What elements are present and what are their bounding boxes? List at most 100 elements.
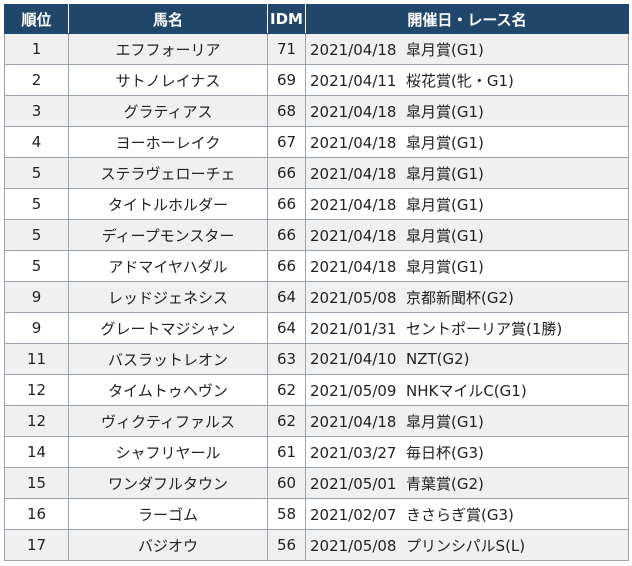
idm-cell: 62	[267, 405, 306, 437]
horse-name-cell: ディープモンスター	[68, 219, 268, 251]
rank-cell: 5	[4, 250, 69, 282]
race-date: 2021/05/01	[310, 474, 397, 493]
rank-cell: 14	[4, 436, 69, 468]
idm-cell: 61	[267, 436, 306, 468]
horse-name-cell: シャフリヤール	[68, 436, 268, 468]
horse-name-cell: グラティアス	[68, 95, 268, 127]
idm-cell: 68	[267, 95, 306, 127]
table-row: 3 グラティアス 68 2021/04/18 皐月賞(G1)	[4, 95, 629, 127]
horse-name-cell: タイムトゥヘヴン	[68, 374, 268, 406]
race-date: 2021/04/18	[310, 195, 397, 214]
race-date: 2021/03/27	[310, 443, 397, 462]
rank-cell: 12	[4, 374, 69, 406]
horse-name-cell: ラーゴム	[68, 498, 268, 530]
race-cell: 2021/02/07 きさらぎ賞(G3)	[305, 498, 629, 530]
rank-cell: 4	[4, 126, 69, 158]
race-name: セントポーリア賞(1勝)	[406, 319, 563, 338]
rank-cell: 15	[4, 467, 69, 499]
race-name: 皐月賞(G1)	[406, 102, 484, 121]
idm-cell: 71	[267, 33, 306, 65]
horse-name-cell: ステラヴェローチェ	[68, 157, 268, 189]
race-date: 2021/01/31	[310, 319, 397, 338]
race-name: 皐月賞(G1)	[406, 164, 484, 183]
table-row: 11 バスラットレオン 63 2021/04/10 NZT(G2)	[4, 343, 629, 375]
idm-cell: 62	[267, 374, 306, 406]
table-row: 16 ラーゴム 58 2021/02/07 きさらぎ賞(G3)	[4, 498, 629, 530]
horse-name-cell: アドマイヤハダル	[68, 250, 268, 282]
rank-cell: 5	[4, 219, 69, 251]
race-cell: 2021/04/18 皐月賞(G1)	[305, 219, 629, 251]
race-name: NZT(G2)	[406, 350, 470, 368]
horse-name-cell: グレートマジシャン	[68, 312, 268, 344]
table-row: 14 シャフリヤール 61 2021/03/27 毎日杯(G3)	[4, 436, 629, 468]
rank-cell: 9	[4, 312, 69, 344]
race-date: 2021/04/18	[310, 226, 397, 245]
horse-name-cell: バジオウ	[68, 529, 268, 561]
race-cell: 2021/04/18 皐月賞(G1)	[305, 126, 629, 158]
horse-name-cell: レッドジェネシス	[68, 281, 268, 313]
race-cell: 2021/05/01 青葉賞(G2)	[305, 467, 629, 499]
race-name: 皐月賞(G1)	[406, 133, 484, 152]
race-cell: 2021/03/27 毎日杯(G3)	[305, 436, 629, 468]
rank-cell: 11	[4, 343, 69, 375]
rank-cell: 16	[4, 498, 69, 530]
race-date: 2021/05/08	[310, 536, 397, 555]
horse-name-cell: ヴィクティファルス	[68, 405, 268, 437]
race-name: 皐月賞(G1)	[406, 257, 484, 276]
race-name: 毎日杯(G3)	[406, 443, 484, 462]
race-cell: 2021/04/18 皐月賞(G1)	[305, 157, 629, 189]
table-body: 1 エフフォーリア 71 2021/04/18 皐月賞(G1) 2 サトノレイナス 69 202…	[4, 33, 629, 561]
race-date: 2021/04/18	[310, 133, 397, 152]
idm-ranking-table: 順位 馬名 IDM 開催日・レース名 1 エフフォーリア 71 2021/04/18 皐…	[4, 4, 629, 561]
horse-name-cell: タイトルホルダー	[68, 188, 268, 220]
race-cell: 2021/04/18 皐月賞(G1)	[305, 95, 629, 127]
race-name: 京都新聞杯(G2)	[406, 288, 514, 307]
rank-cell: 12	[4, 405, 69, 437]
race-cell: 2021/05/08 プリンシパルS(L)	[305, 529, 629, 561]
race-name: きさらぎ賞(G3)	[406, 505, 514, 524]
header-race: 開催日・レース名	[305, 4, 629, 34]
race-cell: 2021/04/11 桜花賞(牝・G1)	[305, 64, 629, 96]
race-name: NHKマイルC(G1)	[406, 381, 527, 400]
rank-cell: 17	[4, 529, 69, 561]
table-row: 5 アドマイヤハダル 66 2021/04/18 皐月賞(G1)	[4, 250, 629, 282]
race-cell: 2021/04/18 皐月賞(G1)	[305, 405, 629, 437]
rank-cell: 1	[4, 33, 69, 65]
idm-cell: 64	[267, 281, 306, 313]
header-idm: IDM	[267, 4, 306, 34]
race-date: 2021/04/18	[310, 102, 397, 121]
table-row: 15 ワンダフルタウン 60 2021/05/01 青葉賞(G2)	[4, 467, 629, 499]
race-name: 皐月賞(G1)	[406, 195, 484, 214]
horse-name-cell: ヨーホーレイク	[68, 126, 268, 158]
race-date: 2021/04/11	[310, 71, 397, 90]
race-date: 2021/02/07	[310, 505, 397, 524]
idm-cell: 64	[267, 312, 306, 344]
race-cell: 2021/05/09 NHKマイルC(G1)	[305, 374, 629, 406]
table-row: 9 グレートマジシャン 64 2021/01/31 セントポーリア賞(1勝)	[4, 312, 629, 344]
race-date: 2021/04/18	[310, 412, 397, 431]
race-name: 桜花賞(牝・G1)	[406, 71, 514, 90]
horse-name-cell: エフフォーリア	[68, 33, 268, 65]
table-row: 5 ステラヴェローチェ 66 2021/04/18 皐月賞(G1)	[4, 157, 629, 189]
race-cell: 2021/01/31 セントポーリア賞(1勝)	[305, 312, 629, 344]
race-cell: 2021/04/18 皐月賞(G1)	[305, 250, 629, 282]
race-cell: 2021/04/18 皐月賞(G1)	[305, 33, 629, 65]
race-date: 2021/04/10	[310, 350, 397, 368]
horse-name-cell: バスラットレオン	[68, 343, 268, 375]
table-row: 2 サトノレイナス 69 2021/04/11 桜花賞(牝・G1)	[4, 64, 629, 96]
table-row: 5 ディープモンスター 66 2021/04/18 皐月賞(G1)	[4, 219, 629, 251]
ranking-table-container: 順位 馬名 IDM 開催日・レース名 1 エフフォーリア 71 2021/04/18 皐…	[4, 4, 629, 561]
table-row: 5 タイトルホルダー 66 2021/04/18 皐月賞(G1)	[4, 188, 629, 220]
race-date: 2021/05/08	[310, 288, 397, 307]
race-name: 青葉賞(G2)	[406, 474, 484, 493]
race-date: 2021/04/18	[310, 40, 397, 59]
horse-name-cell: サトノレイナス	[68, 64, 268, 96]
race-date: 2021/04/18	[310, 164, 397, 183]
table-row: 12 ヴィクティファルス 62 2021/04/18 皐月賞(G1)	[4, 405, 629, 437]
race-date: 2021/05/09	[310, 381, 397, 400]
idm-cell: 67	[267, 126, 306, 158]
race-cell: 2021/04/10 NZT(G2)	[305, 343, 629, 375]
table-row: 9 レッドジェネシス 64 2021/05/08 京都新聞杯(G2)	[4, 281, 629, 313]
race-date: 2021/04/18	[310, 257, 397, 276]
race-cell: 2021/04/18 皐月賞(G1)	[305, 188, 629, 220]
